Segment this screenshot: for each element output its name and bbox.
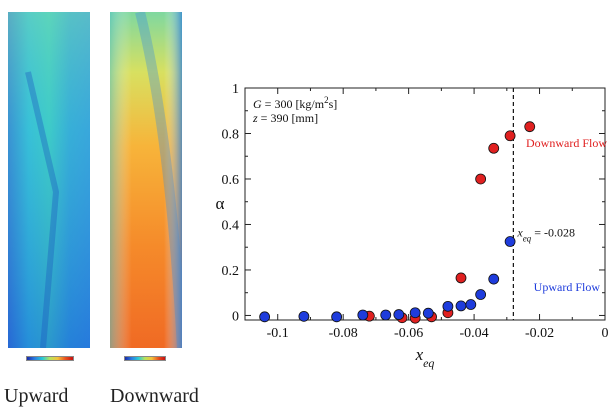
upward-flow-point bbox=[422, 307, 434, 319]
upward-flow-point bbox=[393, 309, 405, 320]
y-tick-label: 1 bbox=[232, 82, 239, 97]
upward-flow-point bbox=[259, 311, 271, 323]
downward-flow-point bbox=[488, 142, 500, 154]
condition-mass-flux: G = 300 [kg/m2s] bbox=[253, 95, 337, 111]
downward-flow-point bbox=[475, 173, 487, 185]
x-tick-label: 0 bbox=[602, 326, 609, 341]
y-axis-label: α bbox=[216, 194, 225, 213]
downward-flow-point bbox=[455, 272, 467, 284]
y-tick-label: 0 bbox=[232, 309, 239, 324]
upward-flow-image bbox=[8, 12, 90, 348]
upward-flow-point bbox=[504, 236, 516, 247]
downward-flow-image bbox=[110, 12, 182, 348]
downward-flow-point bbox=[524, 121, 536, 133]
upward-flow-point bbox=[465, 299, 477, 310]
x-tick-label: -0.02 bbox=[525, 326, 554, 341]
y-tick-label: 0.4 bbox=[222, 218, 240, 233]
downward-caption: Downward bbox=[110, 385, 199, 407]
upward-colorbar bbox=[26, 356, 74, 361]
upward-flow-point bbox=[455, 300, 467, 312]
x-tick-label: -0.04 bbox=[460, 326, 489, 341]
upward-flow-point bbox=[442, 300, 454, 312]
downward-flow-point bbox=[504, 130, 516, 142]
x-tick-label: -0.1 bbox=[267, 326, 289, 341]
upward-flow-point bbox=[331, 311, 343, 323]
plot-frame bbox=[244, 87, 606, 321]
upward-flow-point bbox=[475, 289, 487, 300]
upward-flow-point bbox=[357, 309, 369, 321]
x-tick-label: -0.08 bbox=[329, 326, 358, 341]
downward-flow-legend-label: Downward Flow bbox=[526, 136, 607, 150]
condition-position: z = 390 [mm] bbox=[252, 111, 318, 125]
y-tick-label: 0.6 bbox=[222, 173, 240, 188]
upward-flow-point bbox=[380, 309, 392, 321]
upward-caption: Upward bbox=[4, 385, 69, 407]
x-axis-label: xeq bbox=[415, 345, 435, 370]
y-tick-label: 0.8 bbox=[222, 127, 240, 142]
upward-flow-point bbox=[409, 307, 421, 319]
x-tick-label: -0.06 bbox=[394, 326, 423, 341]
y-tick-label: 0.2 bbox=[222, 264, 240, 279]
downward-colorbar bbox=[124, 356, 166, 361]
upward-flow-legend-label: Upward Flow bbox=[534, 280, 601, 294]
upward-flow-point bbox=[488, 273, 500, 285]
reference-line-label: xeq = -0.028 bbox=[516, 225, 575, 243]
upward-flow-point bbox=[298, 310, 310, 322]
